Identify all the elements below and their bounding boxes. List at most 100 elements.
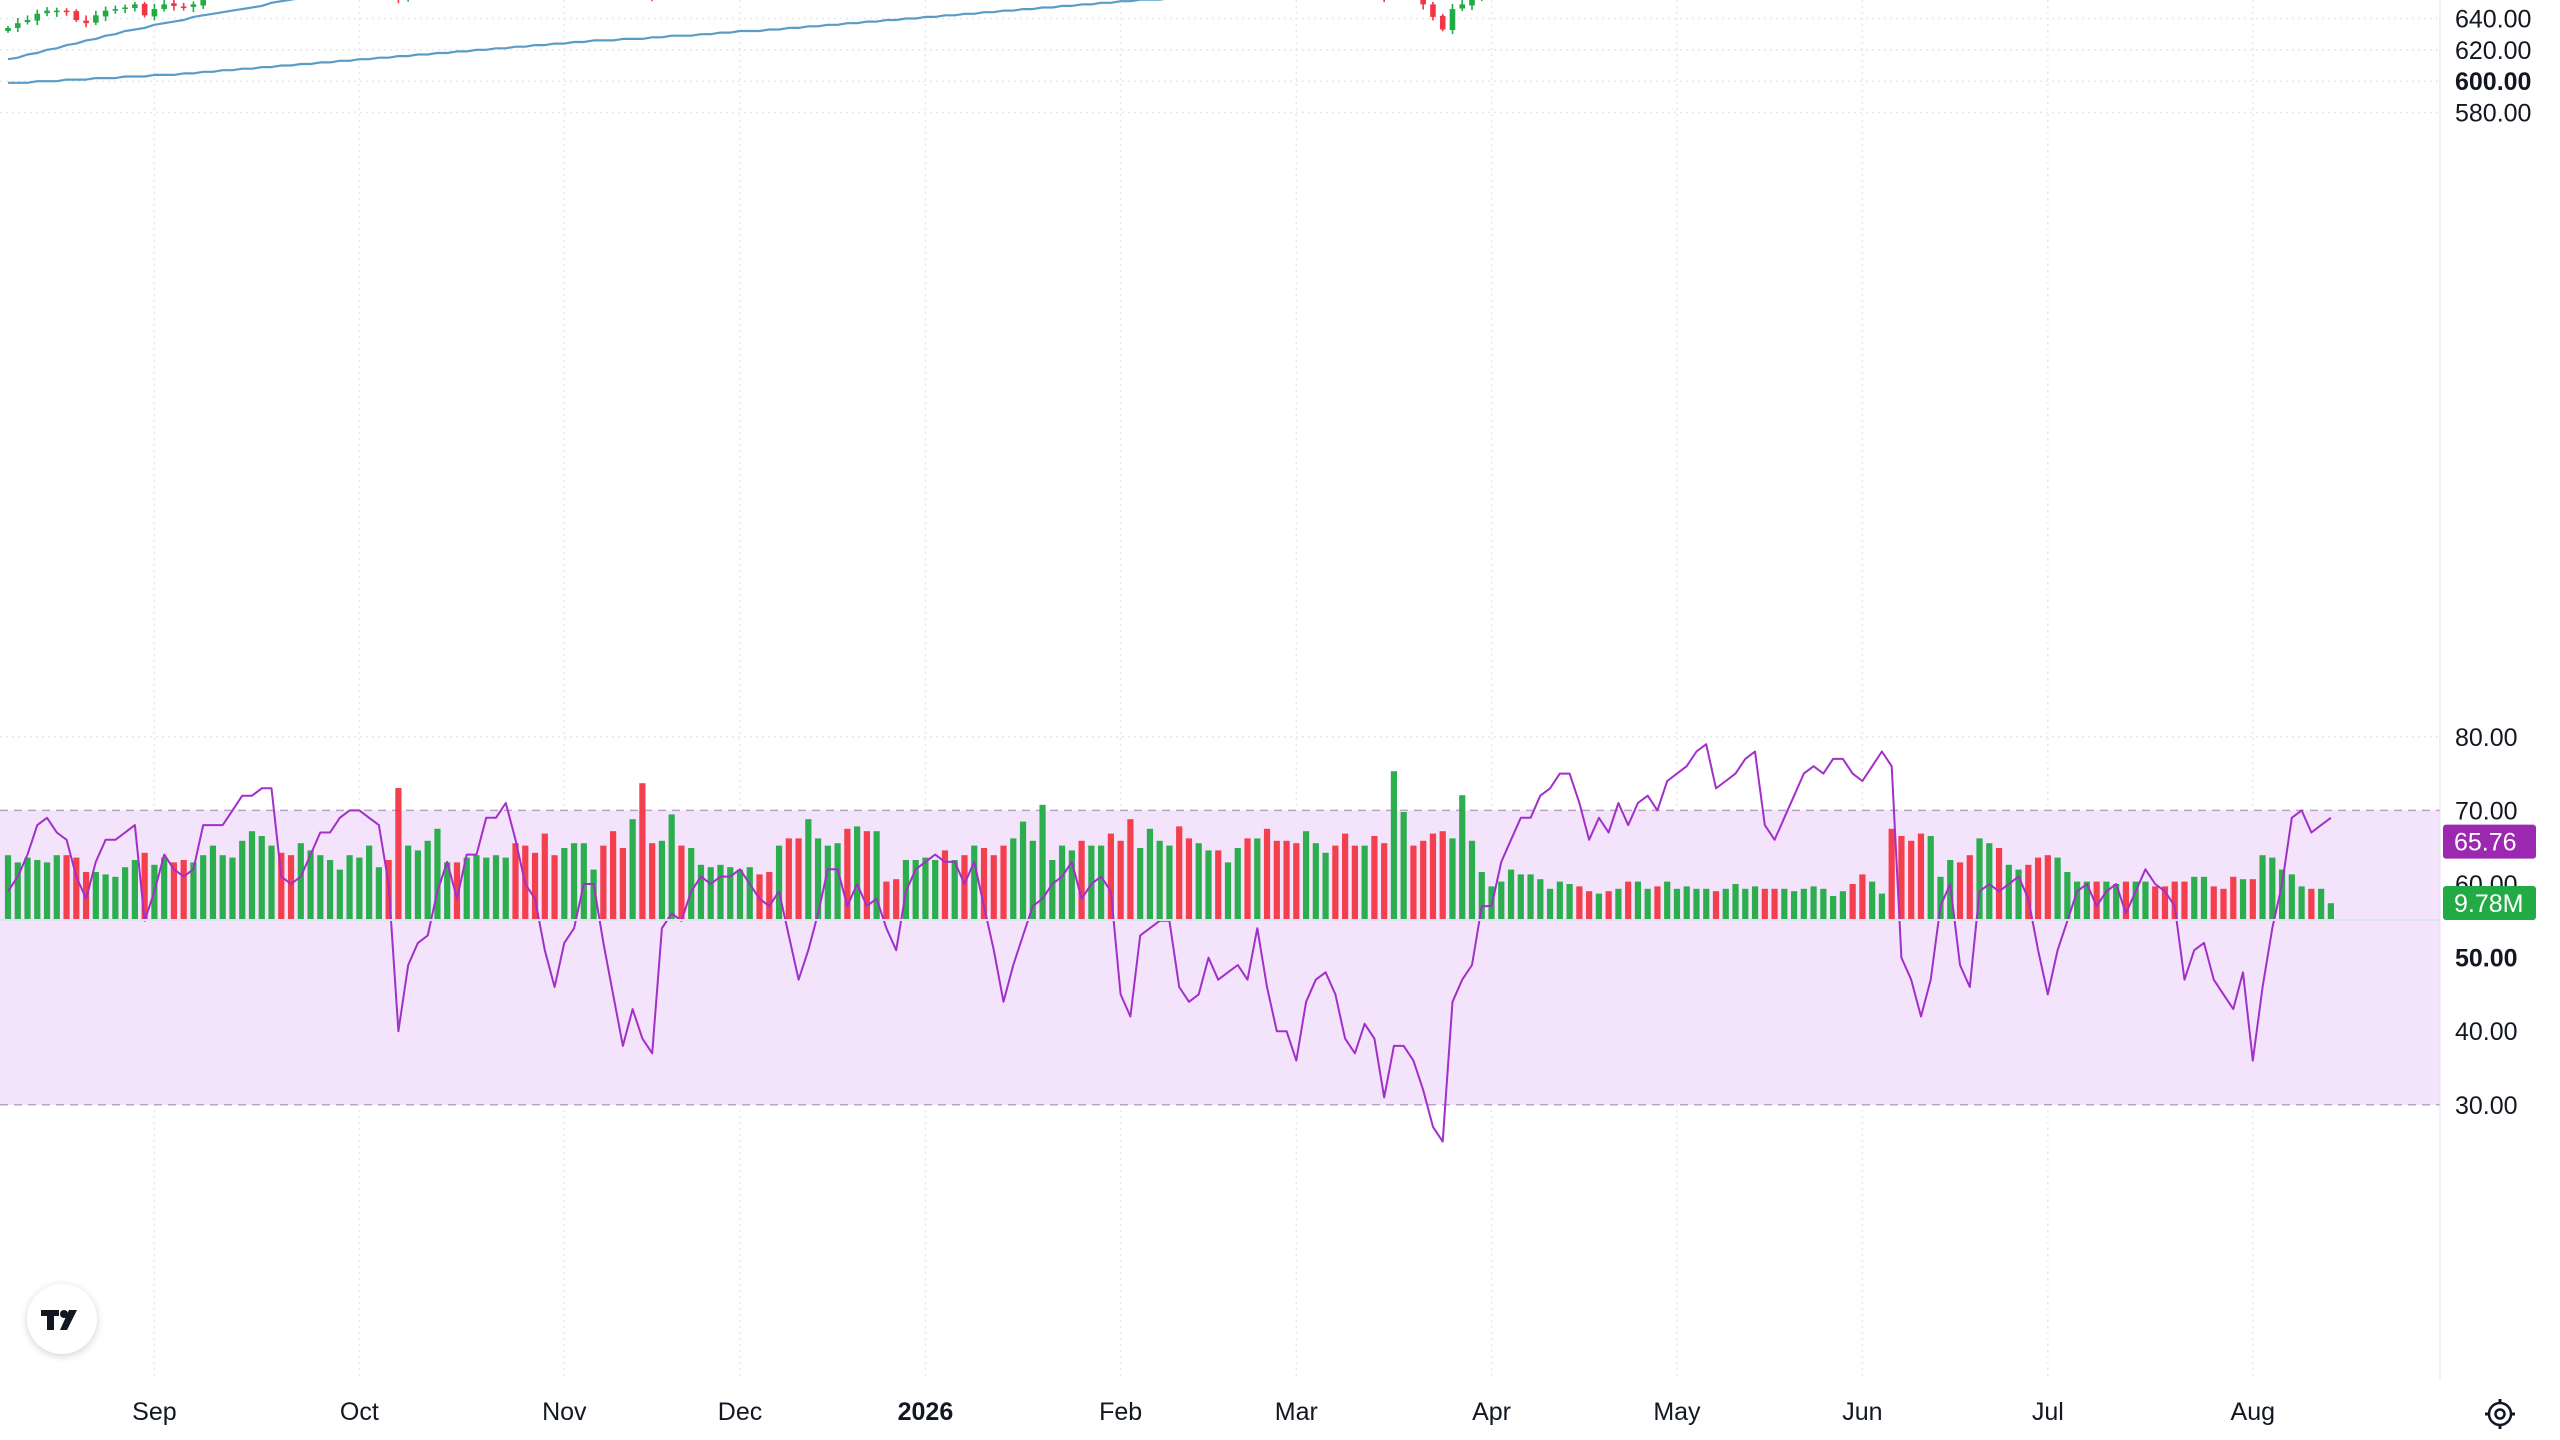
volume-tick-label: 580.00 <box>2455 100 2531 128</box>
volume-bar <box>1683 886 1690 920</box>
volume-bar <box>1332 845 1339 920</box>
volume-bar <box>297 843 304 920</box>
tradingview-logo[interactable] <box>27 1284 97 1354</box>
volume-bar <box>502 857 509 920</box>
volume-bar <box>1371 836 1378 920</box>
volume-bar <box>375 867 382 920</box>
volume-bar <box>453 862 461 920</box>
candle <box>190 1 197 13</box>
time-tick-label: Apr <box>1472 1398 1511 1426</box>
volume-bar <box>161 857 168 920</box>
volume-bar <box>570 843 578 920</box>
volume-bar <box>1478 872 1485 920</box>
candlesticks <box>5 0 1483 35</box>
time-tick-label: Oct <box>340 1398 379 1426</box>
volume-bar <box>2327 903 2334 920</box>
volume-bar <box>1019 821 1027 920</box>
volume-bar <box>814 838 822 920</box>
volume-bar <box>2074 881 2081 920</box>
volume-bar <box>531 852 539 920</box>
ma200-line <box>8 0 1165 84</box>
candle <box>34 9 41 26</box>
volume-bar <box>1400 812 1407 920</box>
volume-bar <box>1039 804 1046 920</box>
volume-bar <box>922 857 929 920</box>
time-tick-label: Jul <box>2032 1398 2064 1426</box>
rsi-tick-label: 50.00 <box>2455 945 2518 973</box>
volume-bar <box>2318 888 2325 920</box>
volume-bar <box>63 855 70 920</box>
rsi-tick-label: 40.00 <box>2455 1018 2518 1046</box>
volume-bar <box>463 857 470 920</box>
volume-bar <box>2083 881 2090 920</box>
volume-bar <box>278 852 285 920</box>
candle <box>112 5 119 14</box>
volume-bar <box>73 857 80 920</box>
volume-bar <box>366 845 373 920</box>
volume-bar <box>102 874 109 920</box>
volume-bar <box>483 857 490 920</box>
volume-bar <box>1098 845 1105 920</box>
volume-bar <box>834 843 841 920</box>
volume-bar <box>2249 879 2256 920</box>
settings-gear-icon[interactable] <box>2480 1394 2520 1434</box>
volume-bar <box>1673 888 1681 920</box>
volume-bar <box>2191 876 2198 920</box>
volume-bar <box>1273 840 1280 920</box>
volume-bar <box>727 867 734 920</box>
candle <box>1420 0 1426 10</box>
time-tick-label: May <box>1653 1398 1701 1426</box>
volume-bar <box>414 850 422 920</box>
price-tick-label: 660.00 <box>2455 0 2531 2</box>
volume-bar <box>1615 888 1622 920</box>
rsi-tag: 65.76 <box>2443 824 2536 859</box>
volume-bar <box>629 819 636 920</box>
candle <box>180 2 187 11</box>
volume-bar <box>1976 838 1983 920</box>
volume-bar <box>971 845 978 920</box>
volume-bar <box>775 845 783 920</box>
volume-bar <box>24 857 31 920</box>
volume-bar <box>2015 869 2022 920</box>
volume-bar <box>649 843 656 920</box>
volume-bar <box>2308 888 2315 920</box>
volume-bar <box>541 833 548 920</box>
volume-bar <box>1927 836 1934 920</box>
volume-bar <box>2200 876 2208 920</box>
volume-bar <box>2142 881 2149 920</box>
volume-bar <box>434 828 441 920</box>
volume-bar <box>2044 855 2051 920</box>
volume-bar <box>1849 884 1856 920</box>
volume-bar <box>1322 852 1329 920</box>
volume-bar <box>1937 876 1944 920</box>
volume-bar <box>1244 838 1251 920</box>
volume-bar <box>1917 833 1925 920</box>
candle <box>141 1 148 18</box>
volume-bar <box>2171 881 2178 920</box>
volume-bar <box>1605 891 1612 920</box>
candle <box>161 0 167 12</box>
volume-bar <box>1742 888 1749 920</box>
volume-bar <box>1751 886 1759 920</box>
volume-bar <box>1390 771 1398 920</box>
volume-bar <box>326 860 334 920</box>
volume-bar <box>580 843 587 920</box>
time-tick-label: Sep <box>132 1398 176 1426</box>
time-axis[interactable]: Sep Oct Nov Dec 2026 Feb Mar Apr May Jun Jul Aug <box>132 1398 2275 1426</box>
volume-bar <box>1293 843 1300 920</box>
volume-bar <box>688 848 695 920</box>
time-tick-label: Jun <box>1842 1398 1882 1426</box>
volume-bar <box>795 838 802 920</box>
volume-bar <box>697 864 705 920</box>
rsi-tick-label: 30.00 <box>2455 1092 2518 1120</box>
price-axis[interactable]: 620.00640.00660.00680.00700.00720.00740.… <box>2455 0 2531 1120</box>
volume-bar <box>2161 886 2169 920</box>
candle <box>151 3 158 21</box>
volume-bar <box>1283 840 1290 920</box>
candle <box>93 10 99 26</box>
volume-bar <box>405 845 412 920</box>
volume-bar <box>1205 850 1212 920</box>
volume-bar <box>854 826 861 920</box>
volume-bar <box>1790 891 1798 920</box>
